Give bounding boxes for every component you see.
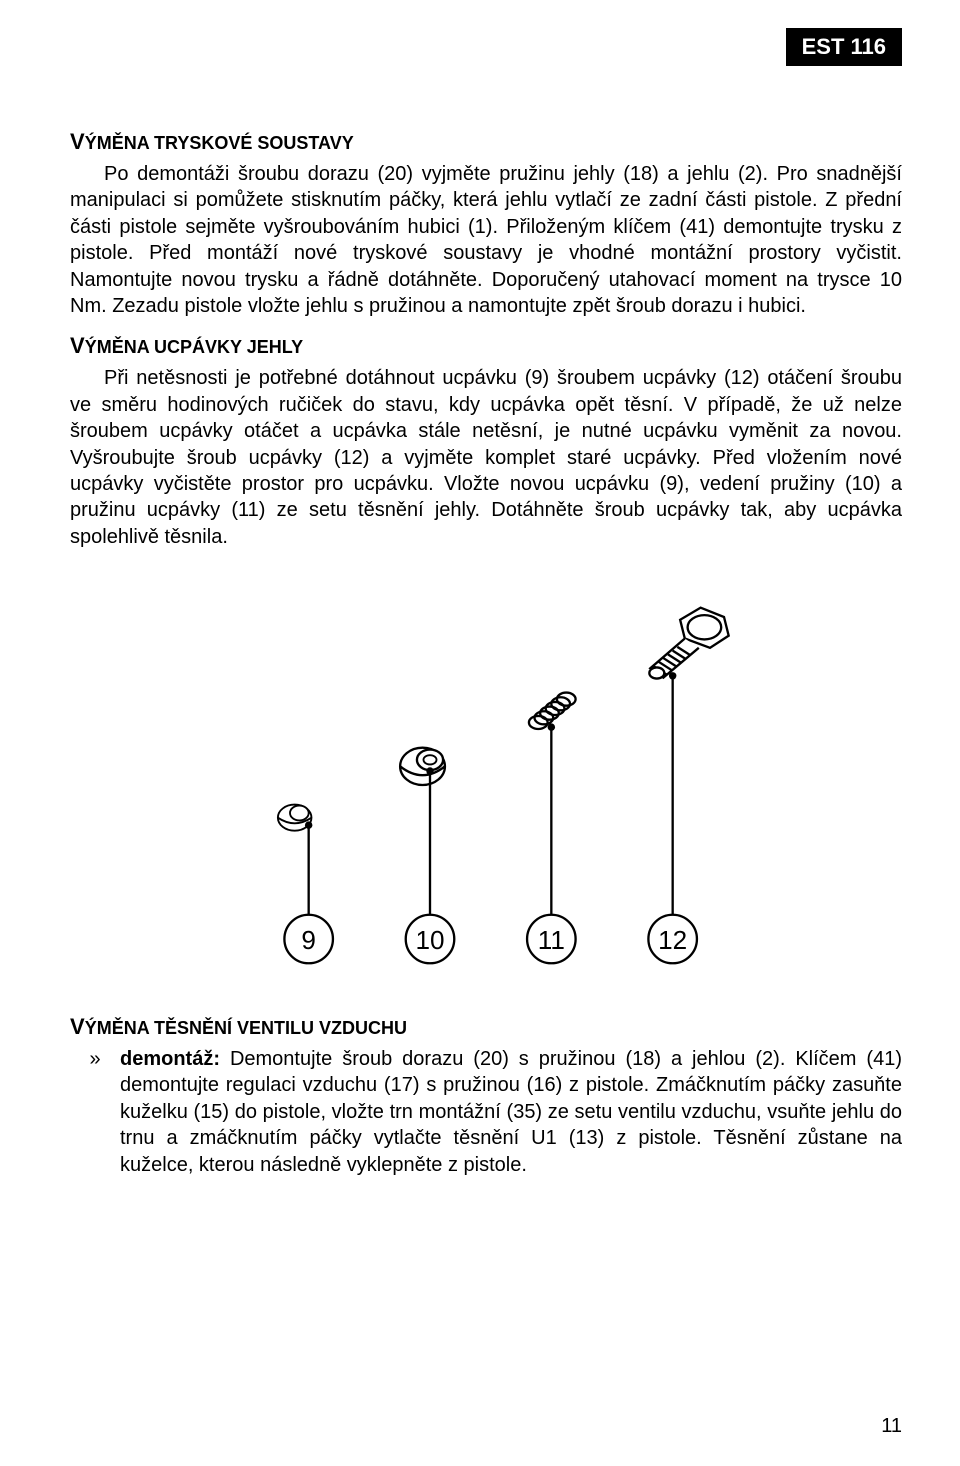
diagram-label-text: 12 [658,925,687,955]
document-page: EST 116 VÝMĚNA TRYSKOVÉ SOUSTAVY Po demo… [0,0,960,1466]
section1-title: VÝMĚNA TRYSKOVÉ SOUSTAVY [70,129,902,155]
section3-bullet: » demontáž: Demontujte šroub dorazu (20)… [70,1046,902,1178]
diagram-label-text: 9 [301,925,316,955]
part-12-icon [649,608,728,679]
diagram-label-text: 11 [538,925,565,955]
section1-title-rest: ÝMĚNA TRYSKOVÉ SOUSTAVY [85,133,354,153]
header-tab: EST 116 [786,28,902,66]
bullet-body: Demontujte šroub dorazu (20) s pružinou … [120,1048,902,1176]
section2-title-first: V [70,333,85,358]
diagram-leaders: 9 10 11 12 [284,672,697,963]
section1-paragraph: Po demontáži šroubu dorazu (20) vyjměte … [70,161,902,319]
bullet-text: demontáž: Demontujte šroub dorazu (20) s… [120,1046,902,1178]
section3-title-first: V [70,1014,85,1039]
content-area: VÝMĚNA TRYSKOVÉ SOUSTAVY Po demontáži šr… [70,115,902,1178]
section3-title-rest: ÝMĚNA TĚSNĚNÍ VENTILU VZDUCHU [85,1018,407,1038]
section2-paragraph: Při netěsnosti je potřebné dotáhnout ucp… [70,365,902,550]
section3-title: VÝMĚNA TĚSNĚNÍ VENTILU VZDUCHU [70,1014,902,1040]
part-10-icon [400,748,445,785]
bullet-lead: demontáž: [120,1048,220,1070]
page-number: 11 [881,1415,902,1438]
parts-diagram: 9 10 11 12 [206,570,766,1000]
bullet-glyph: » [70,1046,120,1178]
section2-title: VÝMĚNA UCPÁVKY JEHLY [70,333,902,359]
diagram-label-text: 10 [415,925,444,955]
section2-title-rest: ÝMĚNA UCPÁVKY JEHLY [85,337,303,357]
section1-title-first: V [70,129,85,154]
